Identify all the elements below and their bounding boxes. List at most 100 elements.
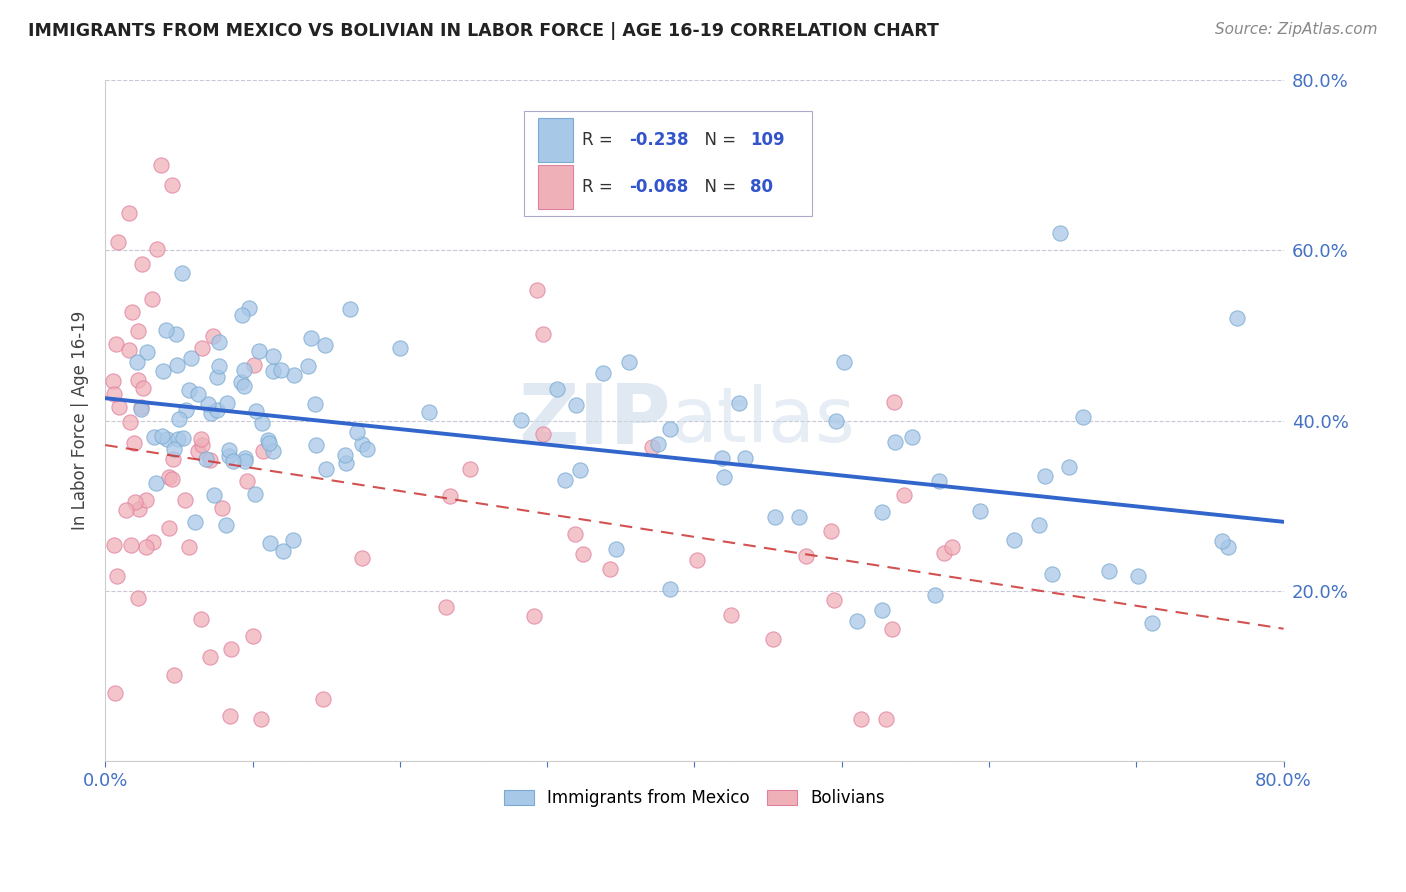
Point bbox=[252, 444, 274, 458]
Point bbox=[281, 533, 304, 548]
Point bbox=[564, 527, 586, 541]
Point bbox=[208, 334, 231, 349]
Text: 80: 80 bbox=[749, 178, 773, 195]
Point bbox=[180, 351, 202, 365]
Point bbox=[165, 326, 187, 341]
Bar bbox=[537, 118, 574, 162]
Point bbox=[132, 381, 155, 395]
Point bbox=[880, 622, 903, 636]
Point bbox=[145, 475, 167, 490]
Text: N =: N = bbox=[695, 131, 742, 149]
Point bbox=[129, 400, 152, 414]
Point bbox=[304, 397, 326, 411]
Point bbox=[218, 443, 240, 458]
Point bbox=[1057, 460, 1080, 475]
Point bbox=[846, 614, 869, 628]
Point bbox=[969, 504, 991, 518]
Point bbox=[546, 383, 568, 397]
Point bbox=[262, 444, 284, 458]
Point bbox=[162, 451, 184, 466]
Point bbox=[458, 462, 481, 476]
Point bbox=[121, 305, 143, 319]
Point bbox=[1140, 616, 1163, 631]
Point bbox=[157, 469, 180, 483]
Point bbox=[128, 502, 150, 516]
Point bbox=[1098, 564, 1121, 578]
Point bbox=[179, 383, 201, 397]
Point bbox=[346, 425, 368, 439]
Point bbox=[257, 435, 280, 450]
Point bbox=[883, 394, 905, 409]
Point bbox=[928, 475, 950, 489]
Point bbox=[156, 432, 179, 446]
Point bbox=[311, 692, 333, 706]
Point bbox=[125, 354, 148, 368]
Point bbox=[1226, 311, 1249, 326]
Point bbox=[333, 448, 356, 462]
Point bbox=[787, 510, 810, 524]
Point bbox=[247, 344, 270, 359]
Point bbox=[146, 243, 169, 257]
Point bbox=[243, 487, 266, 501]
Point bbox=[231, 309, 253, 323]
Point bbox=[765, 510, 787, 524]
Point bbox=[1040, 567, 1063, 582]
Text: R =: R = bbox=[582, 131, 619, 149]
Point bbox=[245, 403, 267, 417]
Point bbox=[883, 435, 905, 450]
Point bbox=[127, 374, 149, 388]
Point bbox=[242, 629, 264, 643]
Legend: Immigrants from Mexico, Bolivians: Immigrants from Mexico, Bolivians bbox=[498, 782, 891, 814]
Point bbox=[215, 518, 238, 533]
Y-axis label: In Labor Force | Age 16-19: In Labor Force | Age 16-19 bbox=[72, 311, 89, 530]
Point bbox=[418, 405, 440, 419]
Point bbox=[218, 449, 240, 463]
Point bbox=[172, 431, 194, 445]
FancyBboxPatch shape bbox=[523, 111, 813, 216]
Point bbox=[136, 345, 159, 359]
Point bbox=[339, 301, 361, 316]
Point bbox=[174, 492, 197, 507]
Point bbox=[335, 456, 357, 470]
Point bbox=[131, 257, 153, 271]
Point bbox=[198, 649, 221, 664]
Point bbox=[1071, 409, 1094, 424]
Point bbox=[120, 538, 142, 552]
Point bbox=[202, 488, 225, 502]
Point bbox=[207, 403, 229, 417]
Point bbox=[875, 712, 897, 726]
Point bbox=[315, 462, 337, 476]
Point bbox=[190, 341, 212, 355]
Point bbox=[104, 337, 127, 351]
Point bbox=[202, 329, 225, 343]
Point bbox=[233, 363, 256, 377]
Point bbox=[221, 641, 243, 656]
Point bbox=[849, 712, 872, 726]
Point bbox=[647, 437, 669, 451]
Point bbox=[262, 349, 284, 363]
Point bbox=[270, 363, 292, 377]
Point bbox=[155, 323, 177, 337]
Text: IMMIGRANTS FROM MEXICO VS BOLIVIAN IN LABOR FORCE | AGE 16-19 CORRELATION CHART: IMMIGRANTS FROM MEXICO VS BOLIVIAN IN LA… bbox=[28, 22, 939, 40]
Point bbox=[152, 364, 174, 378]
Point bbox=[236, 474, 259, 488]
Point bbox=[207, 369, 229, 384]
Point bbox=[166, 358, 188, 372]
Point bbox=[259, 536, 281, 550]
Point bbox=[299, 331, 322, 345]
Point bbox=[150, 429, 173, 443]
Point bbox=[250, 416, 273, 430]
Point bbox=[388, 342, 411, 356]
Point bbox=[262, 363, 284, 377]
Point bbox=[118, 415, 141, 429]
Point bbox=[571, 547, 593, 561]
Point bbox=[135, 540, 157, 554]
Point bbox=[105, 568, 128, 582]
Point bbox=[531, 426, 554, 441]
Point bbox=[249, 712, 271, 726]
Point bbox=[1033, 469, 1056, 483]
Point bbox=[221, 454, 243, 468]
Point bbox=[127, 591, 149, 605]
Point bbox=[439, 489, 461, 503]
Point bbox=[820, 524, 842, 538]
